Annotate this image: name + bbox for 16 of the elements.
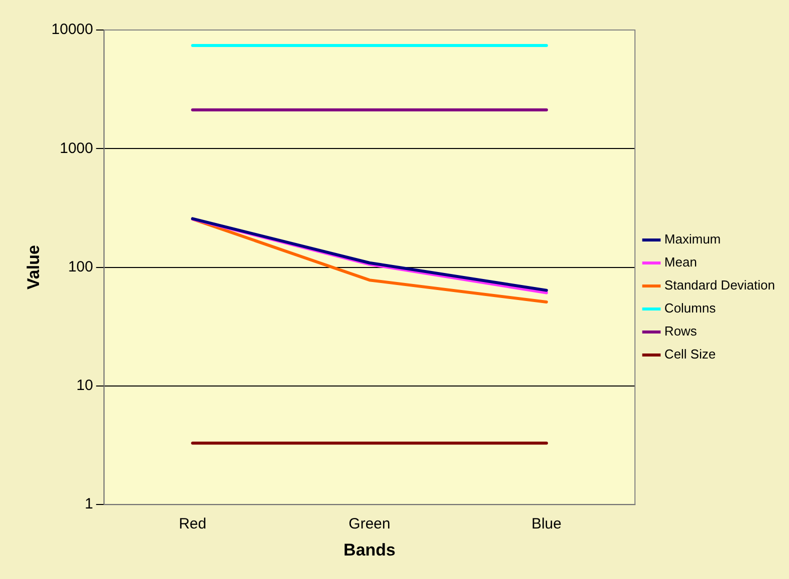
y-tick-label: 10000 <box>51 21 94 38</box>
legend-label: Rows <box>664 324 698 339</box>
y-tick-label: 1 <box>84 496 94 513</box>
y-tick-label: 1000 <box>60 140 94 157</box>
legend-label: Standard Deviation <box>664 278 776 293</box>
x-axis-title: Bands <box>344 540 396 560</box>
y-tick-label: 10 <box>76 377 94 394</box>
legend-label: Cell Size <box>664 346 716 362</box>
legend-label: Maximum <box>664 232 721 247</box>
x-tick-label: Blue <box>531 516 562 533</box>
x-tick-label: Red <box>178 516 206 533</box>
legend-label: Columns <box>664 300 716 316</box>
x-tick-label: Green <box>348 516 390 533</box>
y-axis-title: Value <box>24 245 43 290</box>
legend-label: Mean <box>664 254 697 270</box>
y-tick-label: 100 <box>68 258 94 276</box>
